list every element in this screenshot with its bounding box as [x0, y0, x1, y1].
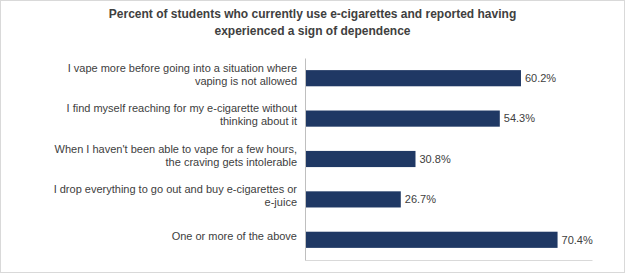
- text-line: I find myself reaching for my e-cigarett…: [67, 102, 297, 114]
- y-tick: When I haven't been able to vape for a f…: [55, 143, 297, 168]
- y-tick-label: I find myself reaching for my e-cigarett…: [67, 102, 297, 127]
- y-tick: One or more of the above: [172, 230, 297, 242]
- bar: [305, 191, 401, 207]
- text-line: When I haven't been able to vape for a f…: [55, 143, 297, 155]
- y-tick-label: I drop everything to go out and buy e-ci…: [54, 183, 298, 208]
- y-tick-label: One or more of the above: [172, 230, 297, 242]
- data-label: 30.8%: [419, 153, 450, 165]
- bar: [305, 232, 558, 248]
- x-axis: [306, 260, 593, 261]
- y-tick: I find myself reaching for my e-cigarett…: [67, 102, 297, 127]
- chart: Percent of students who currently use e-…: [0, 0, 625, 273]
- text-line: the craving gets intolerable: [166, 156, 297, 168]
- data-label: 60.2%: [525, 72, 556, 84]
- y-tick-label: When I haven't been able to vape for a f…: [55, 143, 297, 168]
- data-labels: 60.2% 54.3% 30.8% 26.7% 70.4%: [405, 72, 593, 246]
- text-line: thinking about it: [220, 115, 297, 127]
- text-line: Percent of students who currently use e-…: [109, 7, 516, 21]
- y-tick: I vape more before going into a situatio…: [68, 62, 297, 87]
- text-line: vaping is not allowed: [195, 75, 297, 87]
- text-line: e-juice: [265, 196, 297, 208]
- text-line: I vape more before going into a situatio…: [68, 62, 297, 74]
- bars: [305, 70, 558, 248]
- chart-title: Percent of students who currently use e-…: [109, 7, 516, 38]
- data-label: 70.4%: [562, 234, 593, 246]
- text-line: One or more of the above: [172, 230, 297, 242]
- y-tick: I drop everything to go out and buy e-ci…: [54, 183, 298, 208]
- data-label: 54.3%: [504, 112, 535, 124]
- bar: [305, 151, 415, 167]
- chart-frame: [1, 1, 625, 273]
- x-axis-line: [306, 260, 593, 261]
- y-axis: I vape more before going into a situatio…: [54, 59, 306, 261]
- y-axis-line: [305, 59, 306, 261]
- bar: [305, 70, 521, 86]
- data-label: 26.7%: [405, 193, 436, 205]
- bar: [305, 111, 500, 127]
- text-line: I drop everything to go out and buy e-ci…: [54, 183, 298, 195]
- y-tick-label: I vape more before going into a situatio…: [68, 62, 297, 87]
- text-line: experienced a sign of dependence: [214, 24, 410, 38]
